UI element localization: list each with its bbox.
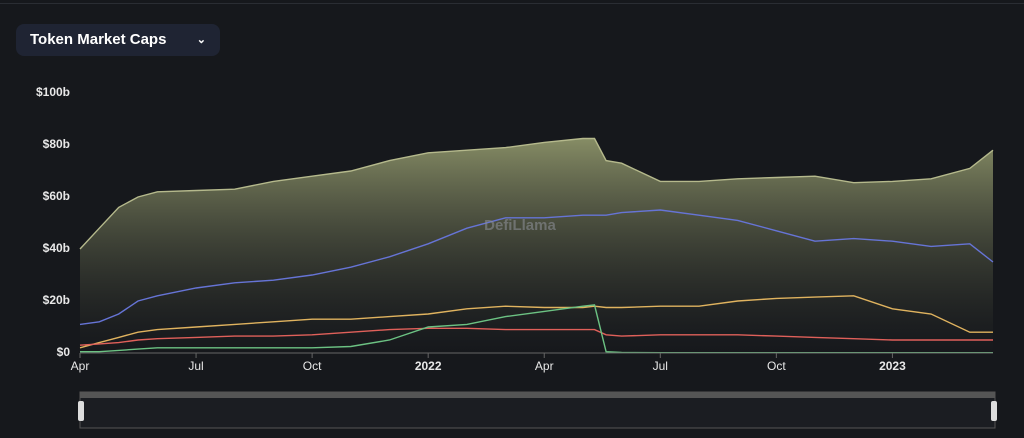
x-tick-label: Oct	[767, 359, 786, 373]
watermark: DefiLlama	[484, 217, 556, 234]
y-tick-label: $20b	[43, 293, 70, 307]
slider-handle-right[interactable]	[991, 401, 997, 421]
dropdown[interactable]: Token Market Caps ⌄	[16, 24, 220, 56]
top-border	[0, 3, 1024, 4]
x-tick-label: Jul	[188, 359, 203, 373]
x-tick-label: 2022	[415, 359, 442, 373]
y-tick-label: $80b	[43, 137, 70, 151]
x-tick-label: 2023	[879, 359, 906, 373]
x-tick-label: Apr	[535, 359, 554, 373]
slider-handle-left[interactable]	[78, 401, 84, 421]
x-tick-label: Jul	[653, 359, 668, 373]
y-tick-label: $0	[57, 345, 71, 359]
series-line	[79, 209, 994, 326]
area	[80, 138, 993, 353]
series-line	[79, 137, 994, 250]
dropdown-label: Token Market Caps	[30, 31, 167, 48]
y-tick-label: $40b	[43, 241, 70, 255]
y-tick-label: $100b	[36, 85, 70, 99]
chevron: ⌄	[196, 34, 206, 46]
x-tick-label: Apr	[71, 359, 90, 373]
x-tick-label: Oct	[303, 359, 322, 373]
series-line	[79, 295, 993, 349]
y-tick-label: $60b	[43, 189, 70, 203]
series-line	[79, 327, 993, 346]
slider-bar[interactable]	[80, 392, 995, 398]
